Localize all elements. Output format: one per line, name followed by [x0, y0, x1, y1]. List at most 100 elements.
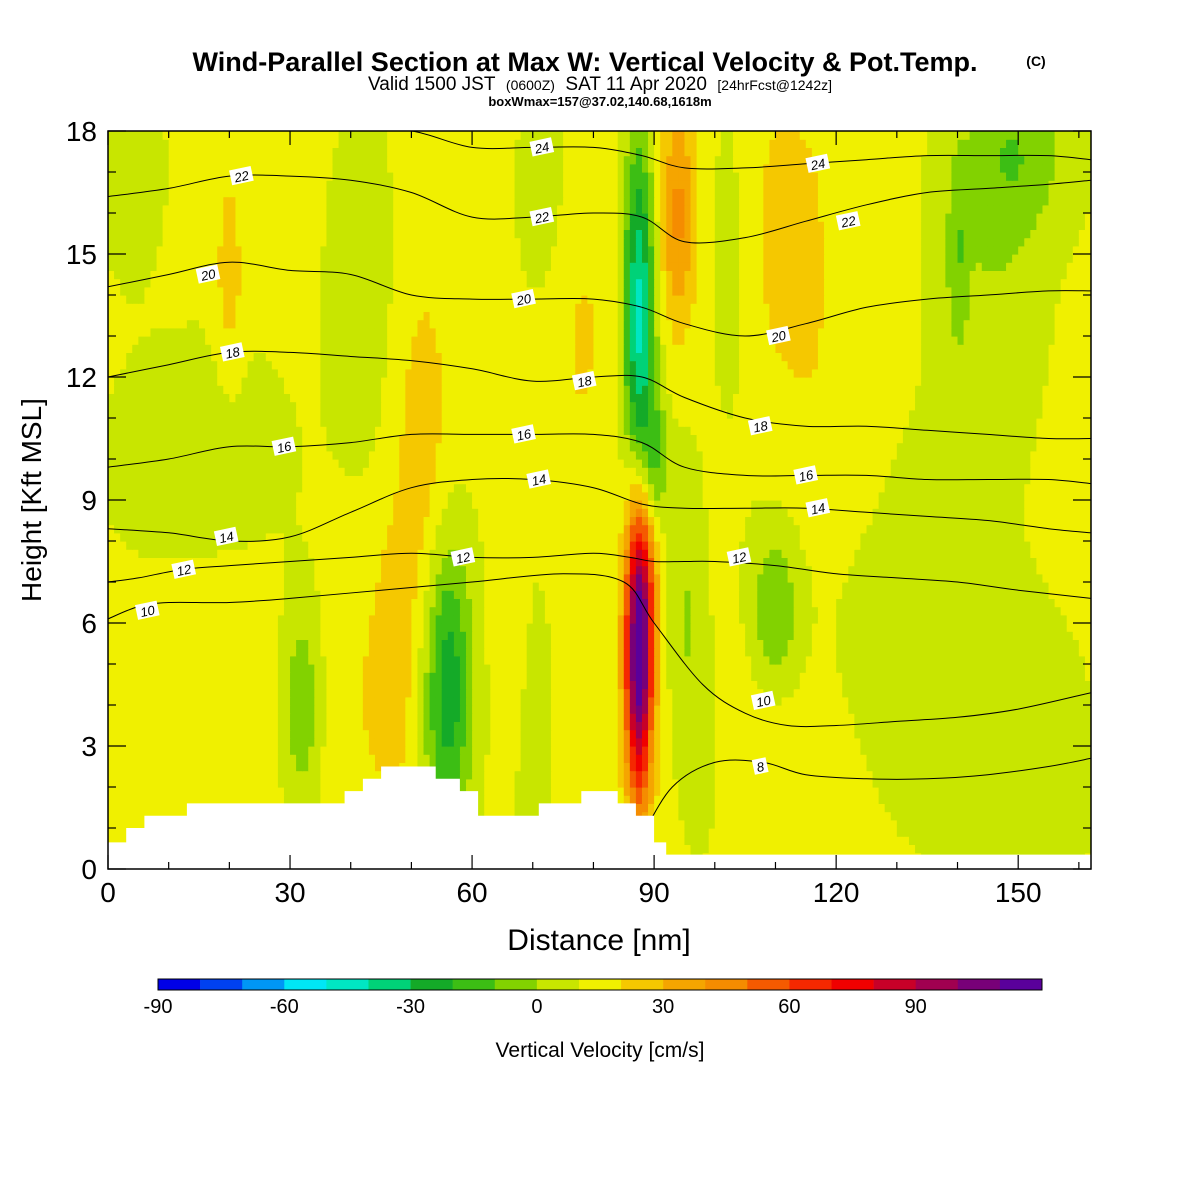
velocity-cell	[593, 631, 601, 640]
velocity-cell	[544, 795, 552, 804]
velocity-cell	[824, 729, 831, 739]
velocity-cell	[526, 770, 534, 780]
velocity-cell	[296, 729, 303, 739]
velocity-cell	[362, 713, 370, 722]
velocity-cell	[253, 705, 261, 714]
velocity-cell	[1030, 672, 1037, 681]
velocity-cell	[975, 680, 983, 690]
velocity-cell	[1066, 836, 1074, 845]
velocity-cell	[393, 754, 400, 763]
velocity-cell	[696, 705, 704, 714]
velocity-cell	[192, 688, 200, 698]
velocity-cell	[441, 664, 449, 673]
velocity-cell	[915, 664, 922, 673]
velocity-cell	[374, 754, 382, 763]
velocity-cell	[769, 787, 777, 796]
velocity-cell	[459, 778, 467, 788]
velocity-cell	[848, 787, 855, 796]
velocity-cell	[957, 754, 965, 763]
velocity-cell	[902, 705, 910, 714]
velocity-cell	[654, 795, 661, 804]
velocity-cell	[975, 688, 983, 698]
velocity-cell	[514, 664, 522, 673]
velocity-cell	[520, 631, 528, 640]
velocity-cell	[1042, 828, 1050, 837]
velocity-cell	[162, 770, 170, 780]
velocity-cell	[811, 762, 819, 772]
velocity-cell	[575, 631, 582, 640]
velocity-cell	[459, 631, 467, 640]
velocity-cell	[981, 836, 989, 845]
velocity-cell	[581, 770, 588, 780]
velocity-cell	[975, 713, 983, 722]
velocity-cell	[793, 746, 801, 755]
velocity-cell	[411, 729, 419, 739]
velocity-cell	[1042, 844, 1050, 854]
velocity-cell	[387, 688, 394, 698]
velocity-cell	[993, 770, 1001, 780]
velocity-cell	[617, 787, 625, 796]
velocity-cell	[824, 836, 831, 845]
velocity-cell	[745, 664, 752, 673]
velocity-cell	[144, 647, 152, 657]
velocity-cell	[478, 672, 485, 681]
velocity-cell	[374, 696, 382, 706]
velocity-cell	[423, 647, 431, 657]
velocity-cell	[739, 844, 746, 854]
velocity-cell	[1024, 688, 1031, 698]
velocity-cell	[217, 614, 224, 624]
velocity-cell	[350, 696, 358, 706]
velocity-cell	[611, 713, 619, 722]
velocity-cell	[757, 655, 764, 665]
velocity-cell	[290, 696, 297, 706]
velocity-cell	[623, 770, 631, 780]
velocity-cell	[641, 664, 649, 673]
velocity-cell	[496, 631, 504, 640]
velocity-cell	[393, 655, 400, 665]
velocity-cell	[180, 737, 188, 747]
velocity-cell	[435, 721, 443, 731]
velocity-cell	[302, 623, 309, 632]
velocity-cell	[805, 787, 813, 796]
velocity-cell	[702, 614, 710, 624]
velocity-cell	[253, 672, 261, 681]
velocity-cell	[368, 770, 376, 780]
velocity-cell	[690, 721, 698, 731]
velocity-cell	[1006, 672, 1013, 681]
velocity-cell	[478, 713, 485, 722]
velocity-cell	[314, 721, 321, 731]
velocity-cell	[180, 746, 188, 755]
velocity-cell	[514, 672, 522, 681]
velocity-cell	[277, 623, 285, 632]
velocity-cell	[811, 836, 819, 845]
velocity-cell	[174, 680, 182, 690]
velocity-cell	[296, 647, 303, 657]
velocity-cell	[423, 746, 431, 755]
velocity-cell	[374, 631, 382, 640]
velocity-cell	[381, 737, 388, 747]
velocity-cell	[1012, 721, 1019, 731]
velocity-cell	[235, 680, 243, 690]
velocity-cell	[502, 713, 510, 722]
velocity-cell	[1060, 836, 1068, 845]
velocity-cell	[860, 729, 868, 739]
velocity-cell	[496, 696, 504, 706]
velocity-cell	[186, 655, 194, 665]
velocity-cell	[957, 844, 965, 854]
velocity-cell	[696, 655, 704, 665]
velocity-cell	[599, 746, 607, 755]
velocity-cell	[417, 705, 425, 714]
velocity-cell	[1018, 655, 1025, 665]
velocity-cell	[993, 647, 1001, 657]
velocity-cell	[987, 737, 995, 747]
velocity-cell	[132, 680, 139, 690]
velocity-cell	[623, 623, 631, 632]
velocity-cell	[641, 770, 649, 780]
velocity-cell	[726, 754, 734, 763]
velocity-cell	[1066, 795, 1074, 804]
velocity-cell	[247, 705, 255, 714]
velocity-cell	[824, 803, 831, 813]
velocity-cell	[751, 614, 758, 624]
velocity-cell	[1054, 762, 1062, 772]
velocity-cell	[951, 655, 959, 665]
